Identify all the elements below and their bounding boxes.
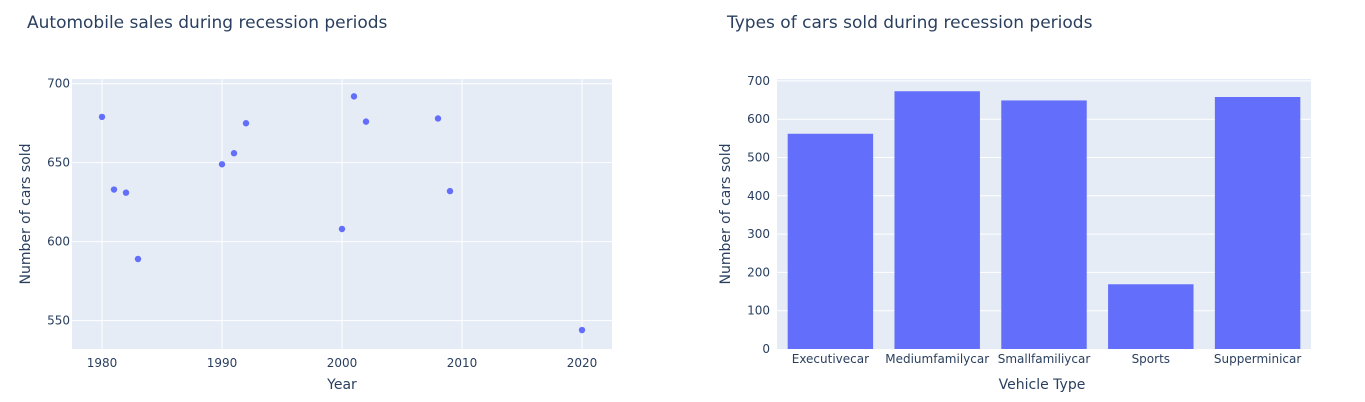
bar bbox=[1001, 100, 1087, 349]
bar-y-ticks: 0 100 200 300 400 500 600 700 bbox=[747, 74, 770, 356]
bar-y-axis-title: Number of cars sold bbox=[718, 143, 734, 284]
scatter-point bbox=[362, 118, 370, 125]
bar-y-tick-label: 400 bbox=[747, 189, 770, 203]
scatter-y-tick-label: 550 bbox=[47, 314, 70, 328]
bar-x-tick-label: Mediumfamilycar bbox=[885, 352, 989, 366]
bar bbox=[1214, 97, 1301, 349]
bar bbox=[787, 133, 874, 349]
bar-x-tick-label: Executivecar bbox=[792, 352, 869, 366]
scatter-chart: Automobile sales during recession period… bbox=[18, 13, 612, 393]
scatter-y-tick-label: 700 bbox=[47, 77, 70, 91]
scatter-y-tick-label: 600 bbox=[47, 235, 70, 249]
bar-y-tick-label: 500 bbox=[747, 151, 770, 165]
scatter-point bbox=[230, 150, 238, 157]
scatter-point bbox=[134, 255, 142, 263]
bar-chart-title: Types of cars sold during recession peri… bbox=[726, 13, 1093, 33]
scatter-grid bbox=[72, 79, 612, 349]
bar-y-tick-label: 200 bbox=[747, 265, 770, 279]
scatter-y-axis-title: Number of cars sold bbox=[18, 143, 34, 284]
scatter-y-ticks: 550 600 650 700 bbox=[47, 77, 70, 328]
scatter-point bbox=[578, 326, 586, 334]
scatter-point bbox=[110, 186, 118, 193]
scatter-point bbox=[218, 161, 226, 168]
bar-y-tick-label: 100 bbox=[747, 304, 770, 318]
scatter-chart-title: Automobile sales during recession period… bbox=[27, 13, 388, 33]
bar bbox=[894, 91, 980, 350]
scatter-point bbox=[338, 225, 346, 233]
bar bbox=[1108, 284, 1194, 349]
scatter-x-tick-label: 1980 bbox=[87, 356, 118, 370]
scatter-point bbox=[242, 120, 250, 127]
bar-y-tick-label: 0 bbox=[762, 342, 770, 356]
bar-x-tick-label: Smallfamiliycar bbox=[998, 352, 1091, 366]
scatter-x-tick-label: 1990 bbox=[207, 356, 238, 370]
scatter-point bbox=[122, 189, 130, 196]
scatter-x-ticks: 1980 1990 2000 2010 2020 bbox=[87, 356, 598, 370]
scatter-point bbox=[98, 113, 106, 121]
bar-x-axis-title: Vehicle Type bbox=[999, 377, 1086, 393]
scatter-point bbox=[434, 115, 442, 122]
scatter-y-tick-label: 650 bbox=[47, 156, 70, 170]
bar-x-tick-label: Supperminicar bbox=[1214, 352, 1301, 366]
bar-x-tick-label: Sports bbox=[1132, 352, 1170, 366]
bar-chart: Types of cars sold during recession peri… bbox=[718, 13, 1311, 393]
bar-y-tick-label: 300 bbox=[747, 227, 770, 241]
scatter-point bbox=[350, 93, 358, 100]
bar-y-tick-label: 700 bbox=[747, 74, 770, 88]
bar-y-tick-label: 600 bbox=[747, 112, 770, 126]
scatter-point bbox=[446, 187, 454, 195]
bar-series bbox=[787, 91, 1301, 350]
bar-x-ticks: Executivecar Mediumfamilycar Smallfamiliyc… bbox=[792, 352, 1302, 366]
scatter-x-tick-label: 2000 bbox=[327, 356, 358, 370]
scatter-points bbox=[98, 93, 586, 334]
scatter-x-tick-label: 2010 bbox=[447, 356, 478, 370]
scatter-x-axis-title: Year bbox=[326, 377, 357, 393]
scatter-x-tick-label: 2020 bbox=[567, 356, 598, 370]
